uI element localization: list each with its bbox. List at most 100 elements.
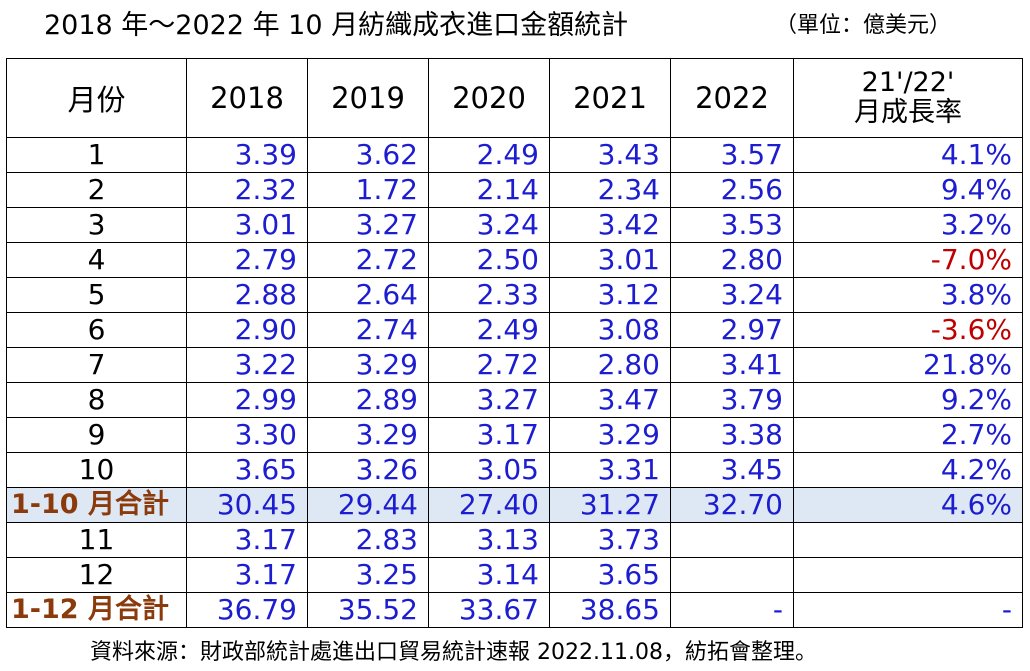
table-row: 1-12 月合計 36.79 35.52 33.67 38.65- - <box>6 592 1023 628</box>
value-cell: 3.65 <box>549 557 671 593</box>
value-cell: 3.12 <box>549 277 671 313</box>
header-2020: 2020 <box>428 58 550 138</box>
value-cell: 3.45 <box>670 452 794 488</box>
month-cell: 2 <box>6 172 187 208</box>
growth-rate-cell: -3.6% <box>793 312 1023 348</box>
header-2019: 2019 <box>307 58 429 138</box>
header-row: 月份 2018 2019 2020 2021 2022 21'/22' 月成長率 <box>6 58 1023 138</box>
value-cell: 30.45 <box>186 487 308 523</box>
month-cell: 9 <box>6 417 187 453</box>
value-cell: 3.17 <box>428 417 550 453</box>
value-cell: 2.32 <box>186 172 308 208</box>
value-cell: 3.25 <box>307 557 429 593</box>
month-cell: 10 <box>6 452 187 488</box>
value-cell: 2.97 <box>670 312 794 348</box>
growth-rate-cell: 3.2% <box>793 207 1023 243</box>
growth-rate-cell: -7.0% <box>793 242 1023 278</box>
value-cell: - <box>670 592 794 628</box>
import-statistics-table: 月份 2018 2019 2020 2021 2022 21'/22' 月成長率… <box>6 58 1023 628</box>
value-cell: 2.72 <box>428 347 550 383</box>
growth-rate-cell: 21.8% <box>793 347 1023 383</box>
growth-rate-cell: 2.7% <box>793 417 1023 453</box>
value-cell: 3.26 <box>307 452 429 488</box>
value-cell: 3.27 <box>307 207 429 243</box>
value-cell: 3.42 <box>549 207 671 243</box>
value-cell: 36.79 <box>186 592 308 628</box>
value-cell: 3.14 <box>428 557 550 593</box>
growth-rate-cell: 3.8% <box>793 277 1023 313</box>
table-row: 1 3.39 3.62 2.49 3.43 3.57 4.1% <box>6 137 1023 173</box>
month-cell: 5 <box>6 277 187 313</box>
growth-rate-cell <box>793 522 1023 558</box>
value-cell: 2.80 <box>549 347 671 383</box>
growth-header-line2: 月成長率 <box>854 97 962 128</box>
table-row: 8 2.99 2.89 3.27 3.47 3.79 9.2% <box>6 382 1023 418</box>
table-row: 6 2.90 2.74 2.49 3.08 2.97 -3.6% <box>6 312 1023 348</box>
month-cell: 1-10 月合計 <box>6 487 187 523</box>
value-cell: 3.30 <box>186 417 308 453</box>
value-cell: 2.80 <box>670 242 794 278</box>
value-cell: 3.22 <box>186 347 308 383</box>
value-cell: 2.64 <box>307 277 429 313</box>
header-2021: 2021 <box>549 58 671 138</box>
month-cell: 11 <box>6 522 187 558</box>
value-cell: 3.17 <box>186 557 308 593</box>
value-cell: 3.24 <box>428 207 550 243</box>
value-cell: 2.74 <box>307 312 429 348</box>
source-note: 資料來源：財政部統計處進出口貿易統計速報 2022.11.08，紡拓會整理。 <box>90 640 817 665</box>
value-cell: 35.52 <box>307 592 429 628</box>
page-title: 2018 年～2022 年 10 月紡織成衣進口金額統計 <box>44 10 629 41</box>
unit-label: （單位：億美元） <box>775 13 952 38</box>
value-cell: 3.57 <box>670 137 794 173</box>
header-month: 月份 <box>6 58 187 138</box>
month-cell: 8 <box>6 382 187 418</box>
month-cell: 12 <box>6 557 187 593</box>
growth-rate-cell <box>793 557 1023 593</box>
value-cell: 2.89 <box>307 382 429 418</box>
value-cell: 3.13 <box>428 522 550 558</box>
value-cell: 38.65 <box>549 592 671 628</box>
value-cell: 3.01 <box>549 242 671 278</box>
value-cell: 2.49 <box>428 312 550 348</box>
value-cell: 3.01 <box>186 207 308 243</box>
value-cell: 3.08 <box>549 312 671 348</box>
table-row: 1-10 月合計 30.45 29.44 27.40 31.27 32.70 4.6% <box>6 487 1023 523</box>
value-cell: 3.43 <box>549 137 671 173</box>
table-row: 11 3.17 2.83 3.13 3.73 <box>6 522 1023 558</box>
value-cell: 32.70 <box>670 487 794 523</box>
growth-rate-cell: 4.6% <box>793 487 1023 523</box>
value-cell: 2.50 <box>428 242 550 278</box>
month-cell: 1 <box>6 137 187 173</box>
table-row: 5 2.88 2.64 2.33 3.12 3.24 3.8% <box>6 277 1023 313</box>
value-cell: 29.44 <box>307 487 429 523</box>
value-cell: 3.05 <box>428 452 550 488</box>
table-row: 2 2.32 1.72 2.14 2.34 2.56 9.4% <box>6 172 1023 208</box>
value-cell: 3.65 <box>186 452 308 488</box>
header-2018: 2018 <box>186 58 308 138</box>
value-cell: 3.27 <box>428 382 550 418</box>
value-cell: 3.29 <box>549 417 671 453</box>
value-cell: 2.83 <box>307 522 429 558</box>
value-cell: 2.72 <box>307 242 429 278</box>
table-row: 3 3.01 3.27 3.24 3.42 3.53 3.2% <box>6 207 1023 243</box>
value-cell: 2.56 <box>670 172 794 208</box>
table-row: 12 3.17 3.25 3.14 3.65 <box>6 557 1023 593</box>
value-cell: 3.62 <box>307 137 429 173</box>
value-cell: 31.27 <box>549 487 671 523</box>
value-cell <box>670 522 794 558</box>
growth-rate-cell: 4.2% <box>793 452 1023 488</box>
header-growth-rate: 21'/22' 月成長率 <box>793 58 1023 138</box>
growth-header-line1: 21'/22' <box>861 67 955 98</box>
value-cell: 3.79 <box>670 382 794 418</box>
value-cell: 2.88 <box>186 277 308 313</box>
table-row: 7 3.22 3.29 2.72 2.80 3.41 21.8% <box>6 347 1023 383</box>
table-row: 4 2.79 2.72 2.50 3.01 2.80 -7.0% <box>6 242 1023 278</box>
growth-rate-cell: - <box>793 592 1023 628</box>
value-cell: 2.34 <box>549 172 671 208</box>
value-cell: 27.40 <box>428 487 550 523</box>
value-cell: 2.90 <box>186 312 308 348</box>
table-row: 10 3.65 3.26 3.05 3.31 3.45 4.2% <box>6 452 1023 488</box>
growth-rate-cell: 9.4% <box>793 172 1023 208</box>
month-cell: 6 <box>6 312 187 348</box>
value-cell: 2.33 <box>428 277 550 313</box>
